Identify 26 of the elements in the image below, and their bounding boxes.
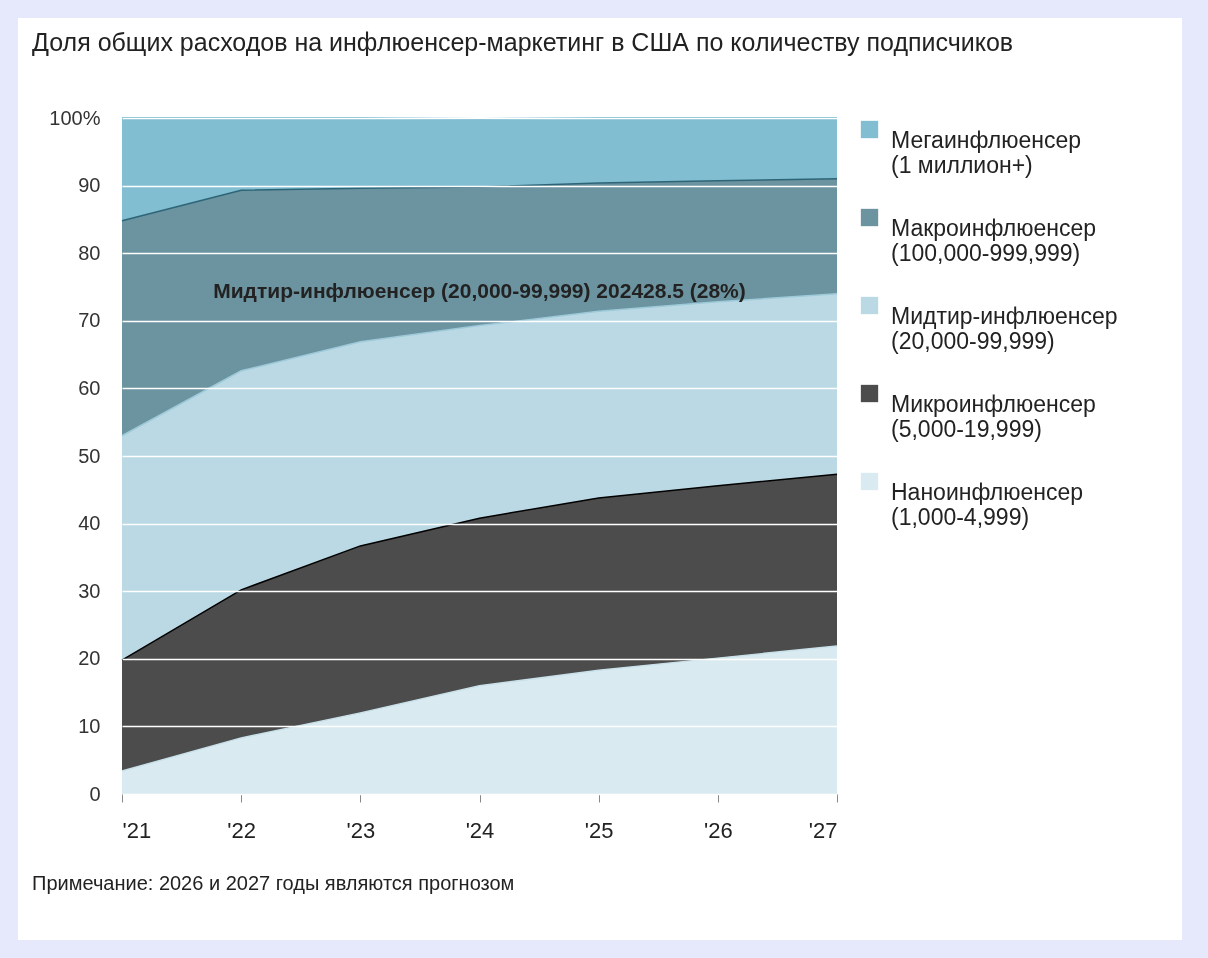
y-tick-label: 80 xyxy=(78,241,101,264)
y-tick-label: 50 xyxy=(78,444,101,467)
annotation: Мидтир-инфлюенсер (20,000-99,999) 202428.5 (28%) xyxy=(213,278,746,302)
legend-label: Наноинфлюенсер (1,000-4,999) xyxy=(891,478,1084,530)
y-tick-label: 0 xyxy=(89,782,101,805)
legend-label: Мидтир-инфлюенсер (20,000-99,999) xyxy=(891,302,1118,354)
x-tick-label: '21 xyxy=(122,817,152,843)
legend-label: Микроинфлюенсер (5,000-19,999) xyxy=(891,390,1096,442)
y-tick-label: 60 xyxy=(78,376,101,399)
legend-label: Мегаинфлюенсер (1 миллион+) xyxy=(891,126,1082,178)
x-tick-label: '23 xyxy=(346,817,376,843)
y-tick-label: 20 xyxy=(78,647,101,670)
y-tick-label: 90 xyxy=(78,174,101,197)
x-tick-label: '26 xyxy=(704,817,733,843)
x-tick-label: '24 xyxy=(465,817,495,843)
x-tick-label: '27 xyxy=(808,817,838,843)
x-tick-label: '22 xyxy=(227,817,256,843)
y-tick-label: 30 xyxy=(78,579,101,602)
x-tick-label: '25 xyxy=(584,817,614,843)
y-tick-label: 10 xyxy=(78,714,101,737)
chart-title: Доля общих расходов на инфлюенсер-маркетинг в США по количеству подписчиков xyxy=(32,28,1014,57)
y-tick-label: 40 xyxy=(78,512,101,535)
y-tick-label: 70 xyxy=(78,309,101,332)
legend-label: Макроинфлюенсер (100,000-999,999) xyxy=(891,214,1097,266)
text: Примечание: 2026 и 2027 годы являются прогнозом xyxy=(32,871,515,896)
y-tick-label: 100% xyxy=(49,106,101,129)
